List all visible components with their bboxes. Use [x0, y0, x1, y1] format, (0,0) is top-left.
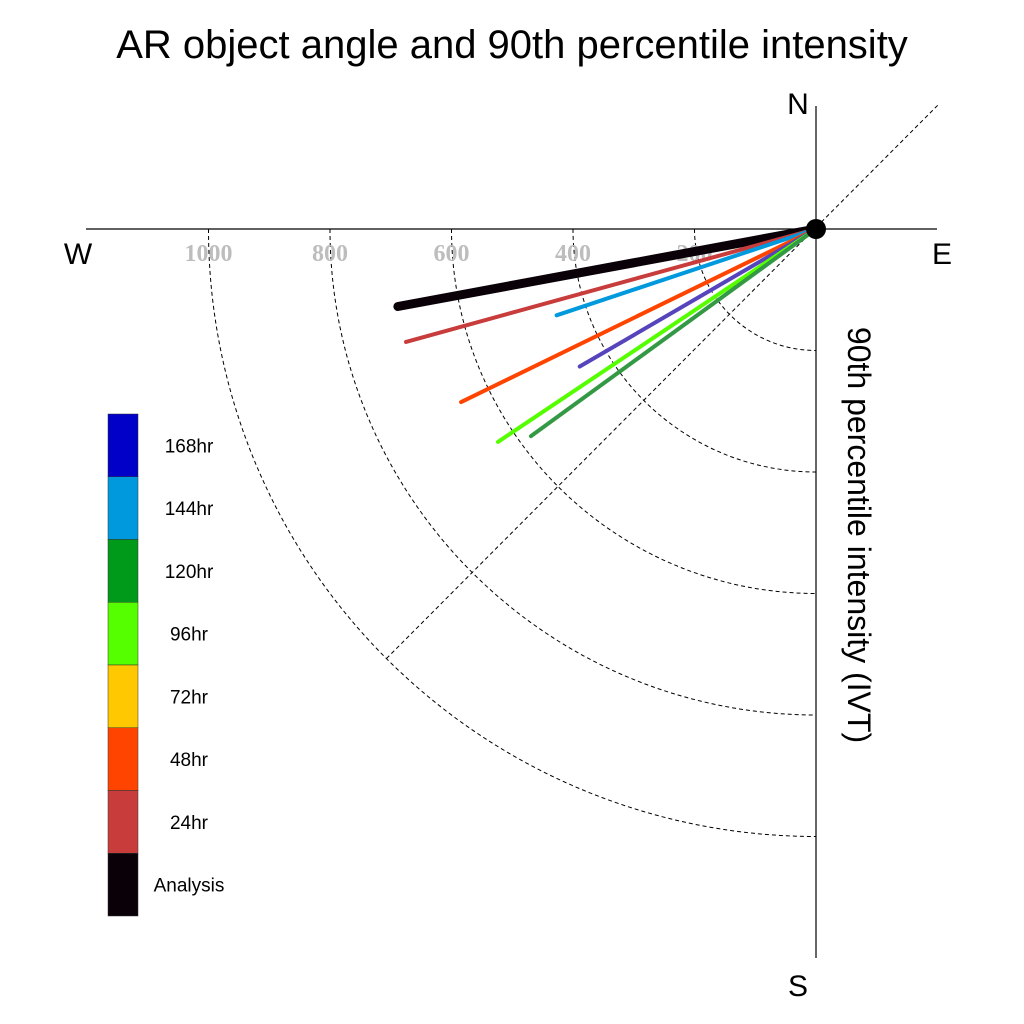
legend-label: 24hr — [170, 813, 209, 834]
legend: 168hr 144hr 120hr 96hr 72hr 48hr 24hr Analysis — [107, 413, 225, 917]
legend-swatch — [107, 727, 139, 791]
legend-label: 48hr — [170, 750, 209, 771]
legend-swatch — [107, 664, 139, 728]
legend-swatch — [107, 476, 139, 540]
radial-tick-label: 1000 — [185, 241, 233, 267]
legend-label: 120hr — [165, 562, 214, 583]
chart-title: AR object angle and 90th percentile inte… — [116, 23, 908, 67]
legend-label: Analysis — [154, 876, 225, 897]
series-line-48hr — [459, 227, 818, 405]
series-line-168hr — [577, 227, 818, 369]
grid — [208, 104, 939, 837]
compass-east-label: E — [932, 238, 952, 271]
legend-label: 168hr — [165, 436, 214, 457]
grid-ring — [451, 228, 817, 594]
radial-tick-label: 600 — [434, 241, 470, 267]
origin-marker — [806, 219, 826, 239]
grid-ring — [572, 228, 817, 473]
legend-swatch — [107, 413, 139, 477]
legend-swatch — [107, 539, 139, 603]
radial-axis-label: 90th percentile intensity (IVT) — [841, 327, 877, 743]
series-line-120hr — [528, 227, 818, 439]
legend-swatch — [107, 790, 139, 854]
grid-ring — [694, 228, 817, 351]
legend-label: 72hr — [170, 687, 209, 708]
legend-swatch — [107, 602, 139, 666]
series-lines — [393, 224, 821, 444]
legend-label: 144hr — [165, 499, 214, 520]
compass-south-label: S — [788, 970, 808, 1003]
radial-tick-label: 400 — [555, 241, 591, 267]
diagonal-gridline — [386, 104, 939, 659]
series-line-96hr — [495, 227, 818, 444]
series-line-24hr — [404, 227, 818, 344]
legend-swatch — [107, 853, 139, 917]
series-line-analysis — [393, 224, 821, 311]
compass-north-label: N — [787, 88, 809, 121]
compass-west-label: W — [64, 238, 93, 271]
series-line-144hr — [554, 227, 818, 318]
radial-tick-label: 800 — [312, 241, 348, 267]
legend-label: 96hr — [170, 625, 209, 646]
